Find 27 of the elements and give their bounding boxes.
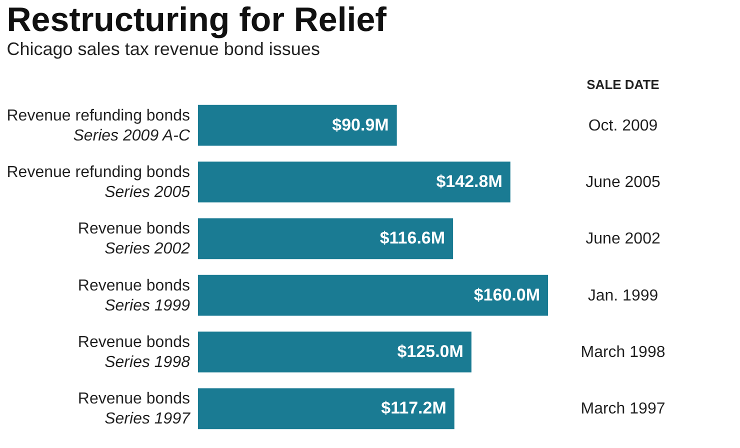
bar	[198, 274, 548, 316]
data-label: $142.8M	[436, 172, 502, 191]
data-label: $125.0M	[397, 342, 464, 361]
y2-tick-label: June 2005	[586, 174, 660, 191]
bar	[198, 104, 397, 146]
chart-subtitle: Chicago sales tax revenue bond issues	[6, 39, 320, 59]
bar	[198, 332, 472, 372]
data-label: $160.0M	[474, 285, 540, 304]
y2-tick-label: June 2002	[586, 230, 660, 248]
data-label: $116.6M	[380, 228, 446, 248]
category-label: Revenue bonds Series 1999	[78, 277, 190, 314]
chart-title: Restructuring for Relief	[6, 1, 388, 39]
y2-tick-label: Jan. 1999	[588, 287, 658, 304]
y2-tick-label: March 1998	[580, 344, 666, 361]
category-label: Revenue bonds Series 2002	[78, 220, 190, 258]
category-label: Revenue refunding bonds Series 2005	[6, 164, 190, 201]
data-label: $117.2M	[381, 398, 446, 418]
category-label: Revenue refunding bonds Series 2009 A-C	[6, 107, 190, 144]
bar	[198, 218, 454, 260]
y2-tick-label: March 1997	[580, 400, 666, 418]
data-label: $90.9M	[332, 115, 389, 134]
category-label: Revenue bonds Series 1997	[78, 390, 190, 428]
y2-tick-label: Oct. 2009	[588, 117, 658, 134]
category-label: Revenue bonds Series 1998	[78, 334, 190, 371]
y2-axis-title: SALE DATE	[586, 77, 660, 92]
bar	[198, 388, 454, 430]
bar	[198, 162, 510, 202]
